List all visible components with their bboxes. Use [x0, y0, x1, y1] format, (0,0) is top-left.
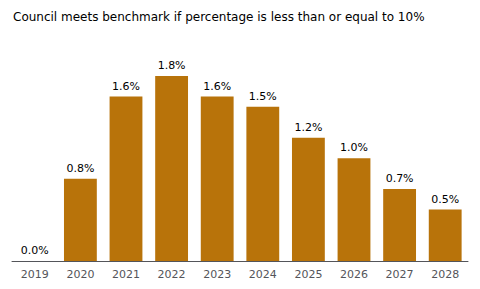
svg-text:2023: 2023	[203, 268, 231, 281]
svg-text:2022: 2022	[158, 268, 186, 281]
svg-text:2020: 2020	[66, 268, 94, 281]
svg-text:1.2%: 1.2%	[294, 121, 322, 134]
svg-text:2026: 2026	[340, 268, 368, 281]
svg-text:1.6%: 1.6%	[112, 80, 140, 93]
svg-text:Council meets benchmark if per: Council meets benchmark if percentage is…	[13, 10, 425, 24]
svg-text:2025: 2025	[294, 268, 322, 281]
svg-text:1.6%: 1.6%	[203, 80, 231, 93]
svg-text:2021: 2021	[112, 268, 140, 281]
svg-text:0.7%: 0.7%	[386, 172, 414, 185]
svg-text:0.5%: 0.5%	[431, 193, 459, 206]
svg-text:2028: 2028	[431, 268, 459, 281]
svg-text:2027: 2027	[386, 268, 414, 281]
svg-text:0.0%: 0.0%	[21, 244, 49, 257]
svg-text:0.8%: 0.8%	[66, 162, 94, 175]
svg-text:1.0%: 1.0%	[340, 141, 368, 154]
svg-text:1.5%: 1.5%	[249, 90, 277, 103]
svg-text:2019: 2019	[21, 268, 49, 281]
svg-text:1.8%: 1.8%	[158, 59, 186, 72]
svg-text:2024: 2024	[249, 268, 277, 281]
